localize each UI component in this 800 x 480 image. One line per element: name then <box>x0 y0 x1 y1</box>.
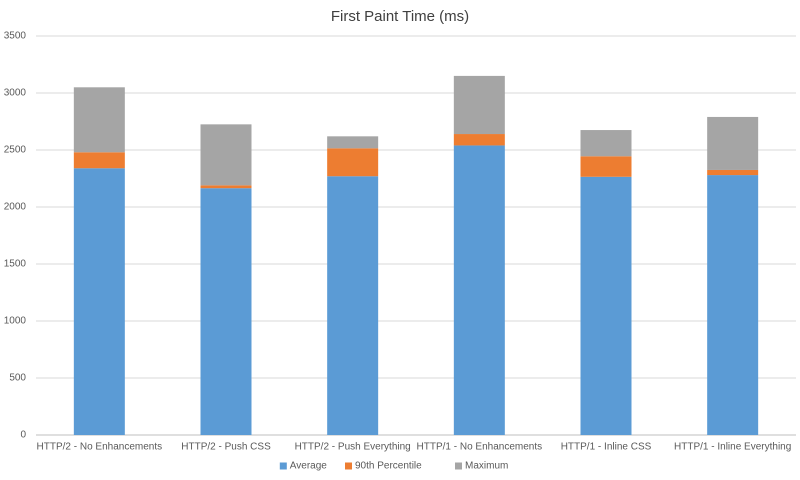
bar-segment <box>580 130 632 157</box>
y-tick-label: 3000 <box>4 88 27 99</box>
legend-label: Average <box>290 461 328 472</box>
bar-segment <box>327 136 379 149</box>
x-tick-label: HTTP/1 - Inline Everything <box>674 442 791 453</box>
legend-label: Maximum <box>465 461 508 472</box>
y-tick-label: 3500 <box>4 31 27 42</box>
bar-segment <box>707 116 759 170</box>
x-tick-label: HTTP/2 - Push CSS <box>181 442 271 453</box>
bar-segment <box>453 134 505 146</box>
legend-label: 90th Percentile <box>355 461 422 472</box>
bar-segment <box>200 185 252 189</box>
bar-segment <box>707 175 759 435</box>
legend-marker <box>279 462 287 470</box>
bar-segment <box>73 87 125 153</box>
x-tick-label: HTTP/2 - Push Everything <box>295 442 411 453</box>
bar-segment <box>453 145 505 435</box>
chart-title: First Paint Time (ms) <box>331 8 469 25</box>
x-tick-label: HTTP/1 - Inline CSS <box>561 442 652 453</box>
bar-segment <box>73 168 125 436</box>
bar-segment <box>200 188 252 435</box>
y-tick-label: 0 <box>20 430 26 441</box>
bar-segment <box>327 176 379 435</box>
bar-segment <box>580 156 632 177</box>
y-tick-label: 1500 <box>4 259 27 270</box>
bar-segment <box>580 176 632 436</box>
bar-segment <box>327 148 379 177</box>
bar-segment <box>707 169 759 176</box>
bar-segment <box>73 152 125 169</box>
y-tick-label: 2000 <box>4 202 27 213</box>
legend-marker <box>345 462 352 470</box>
legend-marker <box>455 462 462 470</box>
y-tick-label: 2500 <box>4 145 27 156</box>
bar-segment <box>200 124 252 186</box>
y-tick-label: 500 <box>9 373 26 384</box>
y-tick-label: 1000 <box>4 316 27 327</box>
x-tick-label: HTTP/2 - No Enhancements <box>37 442 163 453</box>
x-tick-label: HTTP/1 - No Enhancements <box>417 442 543 453</box>
bar-segment <box>453 75 505 135</box>
